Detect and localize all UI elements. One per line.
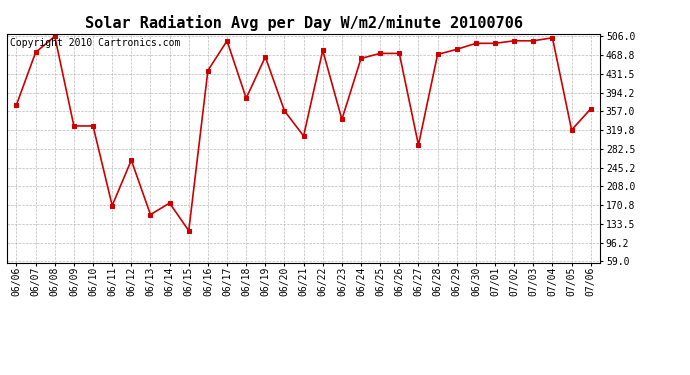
Text: Copyright 2010 Cartronics.com: Copyright 2010 Cartronics.com — [10, 38, 180, 48]
Title: Solar Radiation Avg per Day W/m2/minute 20100706: Solar Radiation Avg per Day W/m2/minute … — [85, 15, 522, 31]
